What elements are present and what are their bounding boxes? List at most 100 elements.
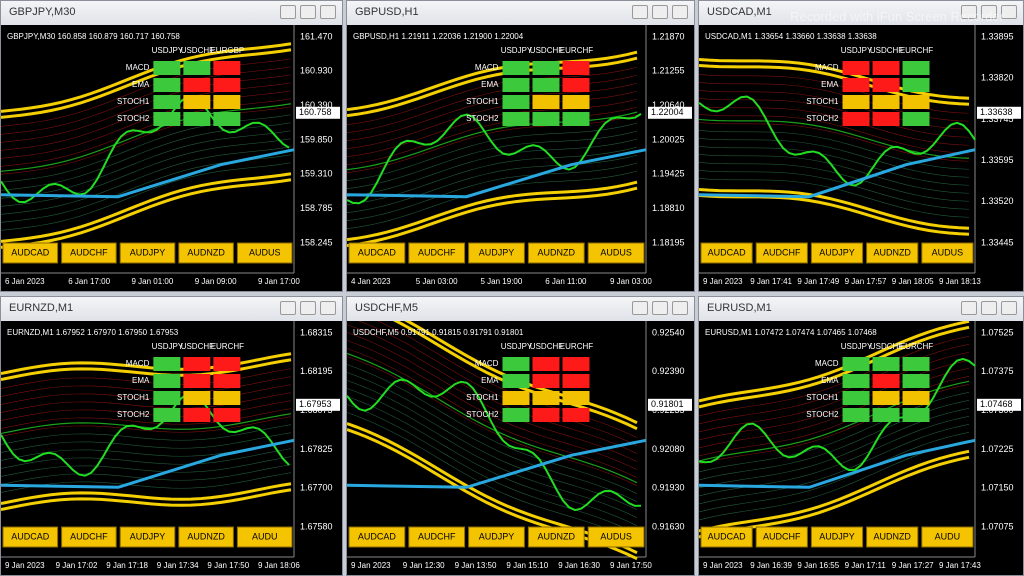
indicator-band: [347, 122, 638, 181]
maximize-button[interactable]: [652, 301, 668, 315]
symbol-button-label[interactable]: AUDUS: [249, 247, 281, 257]
maximize-button[interactable]: [652, 5, 668, 19]
symbol-button-label[interactable]: AUDNZD: [538, 247, 576, 257]
symbol-button-label[interactable]: AUDCAD: [358, 531, 397, 541]
symbol-button-label[interactable]: AUDCHF: [763, 247, 801, 257]
symbol-button[interactable]: [408, 242, 466, 264]
symbol-button-label[interactable]: AUDUS: [600, 531, 632, 541]
close-button[interactable]: [320, 301, 336, 315]
symbol-button-label[interactable]: AUDCAD: [708, 247, 747, 257]
symbol-button-label[interactable]: AUDJPY: [130, 247, 166, 257]
symbol-button[interactable]: [810, 526, 864, 548]
symbol-button-label[interactable]: AUDCHF: [418, 247, 456, 257]
symbol-button-label[interactable]: AUDCHF: [70, 531, 108, 541]
symbol-button-label[interactable]: AUDCHF: [763, 531, 801, 541]
close-button[interactable]: [1001, 301, 1017, 315]
signal-row: EMA: [481, 80, 499, 89]
minimize-button[interactable]: [280, 301, 296, 315]
close-button[interactable]: [672, 5, 688, 19]
symbol-button[interactable]: [700, 242, 753, 264]
symbol-button[interactable]: [527, 242, 585, 264]
symbol-button-label[interactable]: AUDCAD: [11, 531, 50, 541]
symbol-button[interactable]: [348, 242, 406, 264]
time-label: 9 Jan 15:10: [506, 561, 548, 570]
symbol-button[interactable]: [700, 526, 753, 548]
signal-row: MACD: [126, 63, 150, 72]
symbol-button-label[interactable]: AUDCHF: [418, 531, 456, 541]
time-label: 9 Jan 17:49: [797, 277, 839, 286]
minimize-button[interactable]: [632, 301, 648, 315]
indicator-band: [699, 98, 970, 138]
symbol-button-label[interactable]: AUDCAD: [11, 247, 50, 257]
symbol-button-label[interactable]: AUDJPY: [479, 531, 515, 541]
symbol-button[interactable]: [527, 526, 585, 548]
symbol-button[interactable]: [408, 526, 466, 548]
price-trace: [699, 95, 976, 187]
minimize-button[interactable]: [632, 5, 648, 19]
trend-line: [699, 438, 976, 489]
price-label: 159.310: [300, 169, 333, 179]
symbol-button-label[interactable]: AUDU: [935, 531, 961, 541]
minimize-button[interactable]: [961, 301, 977, 315]
symbol-button-label[interactable]: AUDJPY: [819, 247, 855, 257]
window-title: GBPUSD,H1: [355, 6, 419, 18]
symbol-button[interactable]: [61, 526, 117, 548]
symbol-button[interactable]: [178, 242, 234, 264]
symbol-button-label[interactable]: AUDNZD: [873, 247, 911, 257]
symbol-button-label[interactable]: AUDNZD: [873, 531, 911, 541]
indicator-band: [347, 380, 638, 510]
window-title: USDCAD,M1: [707, 6, 772, 18]
indicator-band: [699, 321, 970, 403]
symbol-button-label[interactable]: AUDNZD: [187, 247, 225, 257]
symbol-button-label[interactable]: AUDCHF: [70, 247, 108, 257]
maximize-button[interactable]: [300, 5, 316, 19]
symbol-button[interactable]: [236, 242, 293, 264]
maximize-button[interactable]: [981, 5, 997, 19]
symbol-button[interactable]: [119, 526, 176, 548]
close-button[interactable]: [320, 5, 336, 19]
symbol-button[interactable]: [2, 526, 59, 548]
symbol-button-label[interactable]: AUDCAD: [358, 247, 397, 257]
symbol-button[interactable]: [468, 526, 525, 548]
symbol-button[interactable]: [866, 242, 919, 264]
symbol-info: GBPJPY,M30 160.858 160.879 160.717 160.7…: [7, 32, 180, 41]
symbol-button[interactable]: [61, 242, 117, 264]
close-button[interactable]: [1001, 5, 1017, 19]
symbol-button-label[interactable]: AUDCAD: [708, 531, 747, 541]
symbol-button-label[interactable]: AUDJPY: [819, 531, 855, 541]
symbol-button-label[interactable]: AUDUS: [600, 247, 632, 257]
signal-row: EMA: [821, 80, 839, 89]
symbol-button-label[interactable]: AUDJPY: [130, 531, 166, 541]
symbol-button[interactable]: [119, 242, 176, 264]
indicator-band: [1, 408, 292, 429]
close-button[interactable]: [672, 301, 688, 315]
symbol-button[interactable]: [866, 526, 919, 548]
signal-column: USDCHF: [870, 46, 903, 55]
minimize-button[interactable]: [961, 5, 977, 19]
time-label: 9 Jan 01:00: [132, 277, 174, 286]
indicator-band: [1, 162, 292, 231]
symbol-button[interactable]: [2, 242, 59, 264]
symbol-button[interactable]: [587, 242, 645, 264]
symbol-button[interactable]: [178, 526, 234, 548]
symbol-button-label[interactable]: AUDU: [252, 531, 278, 541]
symbol-button[interactable]: [755, 526, 808, 548]
maximize-button[interactable]: [300, 301, 316, 315]
symbol-button-label[interactable]: AUDNZD: [187, 531, 225, 541]
maximize-button[interactable]: [981, 301, 997, 315]
symbol-button[interactable]: [348, 526, 406, 548]
signal-cell: [183, 374, 211, 388]
minimize-button[interactable]: [280, 5, 296, 19]
symbol-button[interactable]: [236, 526, 293, 548]
symbol-button-label[interactable]: AUDJPY: [479, 247, 515, 257]
symbol-button[interactable]: [810, 242, 864, 264]
symbol-button[interactable]: [587, 526, 645, 548]
symbol-button[interactable]: [921, 242, 974, 264]
price-label: 1.18810: [652, 203, 685, 213]
symbol-button[interactable]: [921, 526, 974, 548]
symbol-button-label[interactable]: AUDNZD: [538, 531, 576, 541]
symbol-button-label[interactable]: AUDUS: [932, 247, 964, 257]
signal-cell: [872, 357, 900, 371]
symbol-button[interactable]: [468, 242, 525, 264]
symbol-button[interactable]: [755, 242, 808, 264]
